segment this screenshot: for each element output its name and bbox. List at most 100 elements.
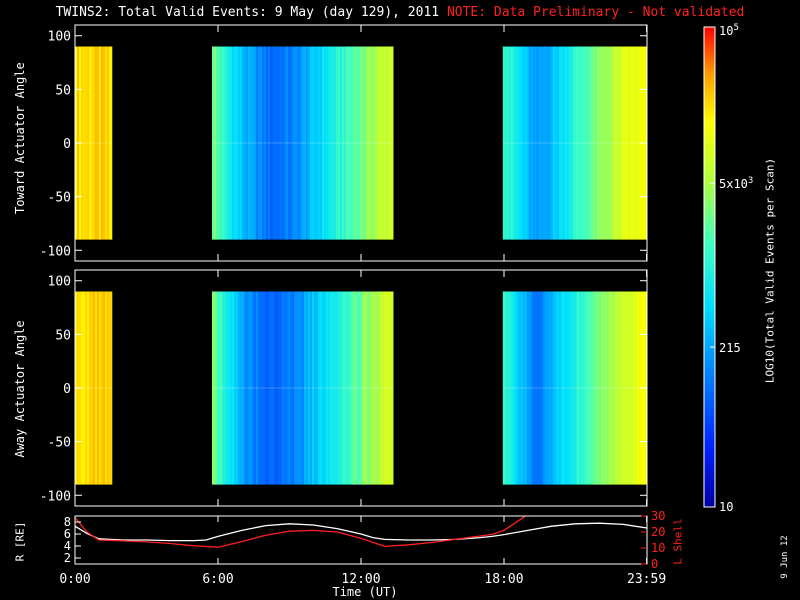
heatmap-cell	[248, 291, 251, 485]
heatmap-cell	[592, 291, 596, 485]
heatmap-cell	[298, 46, 301, 240]
heatmap-cell	[636, 291, 640, 485]
heatmap-cell	[340, 291, 343, 485]
side-date-stamp: 9 Jun 12	[780, 535, 790, 579]
heatmap-cell	[364, 46, 367, 240]
heatmap-cell	[586, 46, 590, 240]
heatmap-cell	[280, 291, 283, 485]
heatmap-cell	[224, 291, 227, 485]
heatmap-cell	[294, 46, 297, 240]
lshell-tick-label: 10	[651, 541, 665, 555]
heatmap-cell	[368, 291, 371, 485]
y-tick-label: 0	[63, 382, 71, 397]
heatmap-cell	[272, 291, 275, 485]
heatmap-cell	[554, 46, 558, 240]
heatmap-cell	[234, 291, 237, 485]
heatmap-cell	[586, 291, 590, 485]
heatmap-cell	[324, 291, 327, 485]
heatmap-cell	[328, 46, 331, 240]
heatmap-cell	[548, 291, 552, 485]
heatmap-cell	[288, 291, 291, 485]
heatmap-cell	[512, 46, 516, 240]
heatmap-cell	[214, 291, 217, 485]
heatmap-cell	[594, 46, 598, 240]
heatmap-cell	[568, 291, 572, 485]
heatmap-cell	[234, 46, 237, 240]
heatmap-cell	[356, 46, 359, 240]
heatmap-cell	[294, 291, 297, 485]
heatmap-cell	[334, 291, 337, 485]
heatmap-cell	[516, 291, 520, 485]
heatmap-cell	[582, 46, 586, 240]
heatmap-cell	[526, 291, 530, 485]
lshell-tick-label: 0	[651, 557, 658, 571]
heatmap-cell	[99, 46, 102, 240]
colorbar-gradient	[704, 27, 715, 507]
heatmap-cell	[332, 291, 335, 485]
heatmap-cell	[554, 291, 558, 485]
heatmap-cell	[538, 46, 542, 240]
heatmap-cell	[578, 46, 582, 240]
heatmap-cell	[380, 46, 383, 240]
heatmap-cell	[268, 46, 271, 240]
heatmap-cell	[354, 291, 357, 485]
heatmap-cell	[306, 46, 309, 240]
heatmap-cell	[103, 46, 106, 240]
heatmap-cell	[558, 291, 562, 485]
heatmap-cell	[564, 46, 568, 240]
heatmap-cell	[334, 46, 337, 240]
heatmap-cell	[218, 46, 221, 240]
heatmap-cell	[536, 46, 540, 240]
heatmap-cell	[570, 46, 574, 240]
heatmap-cell	[242, 46, 245, 240]
heatmap-cell	[504, 46, 508, 240]
heatmap-cell	[528, 46, 532, 240]
heatmap-cell	[510, 46, 514, 240]
lshell-tick-label: 20	[651, 525, 665, 539]
heatmap-cell	[85, 291, 88, 485]
heatmap-cell	[560, 46, 564, 240]
heatmap-cell	[574, 46, 578, 240]
heatmap-cell	[508, 291, 512, 485]
r-tick-label: 8	[64, 515, 71, 529]
time-axis-label: Time (UT)	[332, 585, 398, 599]
heatmap-cell	[544, 46, 548, 240]
heatmap-block	[502, 46, 648, 240]
heatmap-cell	[372, 46, 375, 240]
heatmap-cell	[236, 291, 239, 485]
r-tick-label: 4	[64, 539, 71, 553]
heatmap-streak	[502, 387, 647, 389]
heatmap-cell	[109, 46, 112, 240]
heatmap-cell	[97, 46, 100, 240]
heatmap-cell	[556, 291, 560, 485]
heatmap-cell	[252, 46, 255, 240]
heatmap-cell	[634, 46, 638, 240]
x-tick-label: 23:59	[627, 572, 666, 587]
heatmap-cell	[624, 46, 628, 240]
heatmap-cell	[322, 291, 325, 485]
colorbar-tick-label: 5x103	[719, 176, 753, 191]
heatmap-cell	[358, 46, 361, 240]
heatmap-cell	[376, 291, 379, 485]
heatmap-cell	[342, 46, 345, 240]
heatmap-cell	[105, 291, 108, 485]
heatmap-cell	[280, 46, 283, 240]
heatmap-cell	[212, 46, 215, 240]
heatmap-cell	[220, 46, 223, 240]
heatmap-cell	[290, 46, 293, 240]
heatmap-cell	[224, 46, 227, 240]
heatmap-cell	[636, 46, 640, 240]
heatmap-cell	[288, 46, 291, 240]
heatmap-cell	[318, 291, 321, 485]
heatmap-cell	[530, 46, 534, 240]
heatmap-cell	[596, 46, 600, 240]
heatmap-cell	[602, 291, 606, 485]
heatmap-cell	[506, 291, 510, 485]
heatmap-cell	[360, 291, 363, 485]
plot-title: TWINS2: Total Valid Events: 9 May (day 1…	[0, 5, 800, 20]
heatmap-cell	[330, 46, 333, 240]
heatmap-cell	[256, 291, 259, 485]
heatmap-cell	[366, 46, 369, 240]
heatmap-cell	[352, 46, 355, 240]
